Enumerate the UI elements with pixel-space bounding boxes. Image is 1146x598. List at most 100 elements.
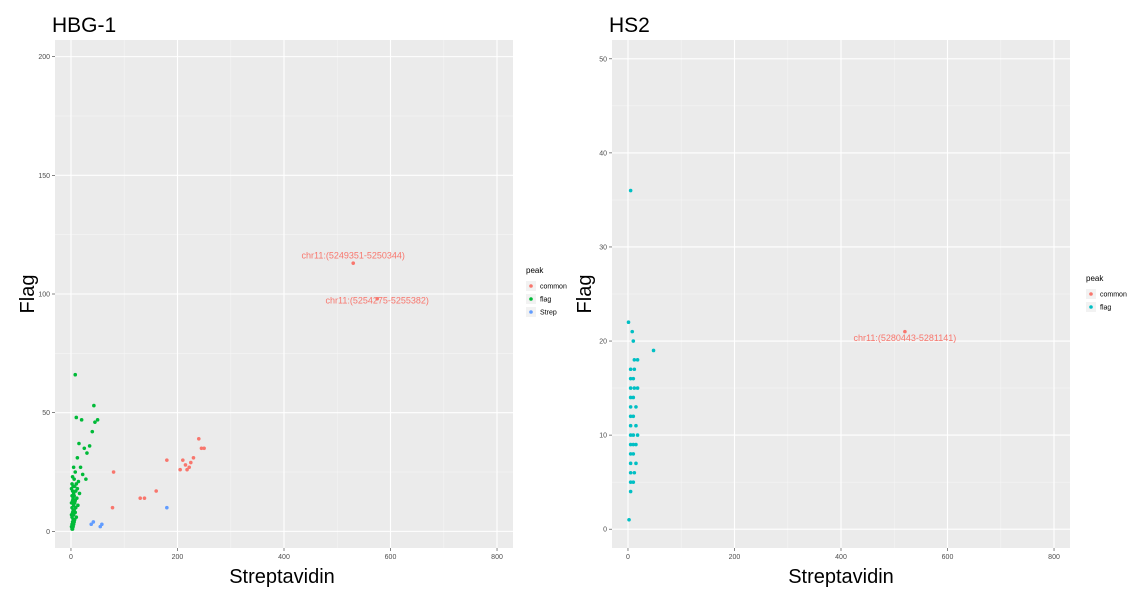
data-point-flag	[632, 470, 637, 475]
data-point-flag	[628, 423, 633, 428]
data-point-flag	[631, 442, 636, 447]
x-tick-label: 200	[729, 554, 741, 561]
legend-label: flag	[1100, 305, 1111, 312]
data-point-flag	[634, 405, 638, 409]
data-point-flag	[82, 446, 87, 451]
data-point-flag	[72, 477, 76, 481]
legend-label: flag	[540, 297, 551, 304]
data-point-flag	[69, 501, 74, 505]
data-point-flag	[73, 470, 78, 474]
data-point-flag	[634, 461, 638, 466]
legend-label: Strep	[540, 310, 557, 317]
point-annotation: chr11:(5254275-5255382)	[325, 295, 428, 305]
data-point-flag	[634, 423, 638, 428]
data-point-flag	[73, 489, 78, 493]
x-axis-title: Streptavidin	[788, 566, 894, 588]
y-axis-title: Flag	[17, 275, 39, 314]
data-point-strep	[89, 522, 94, 527]
data-point-common	[142, 496, 147, 500]
x-axis-title: Streptavidin	[229, 566, 335, 588]
legend-symbol-strep	[529, 310, 533, 314]
data-point-strep	[91, 520, 96, 524]
data-point-flag	[631, 376, 636, 381]
data-point-flag	[634, 442, 638, 447]
data-point-flag	[77, 491, 82, 496]
data-point-flag	[90, 429, 95, 434]
data-point-flag	[76, 503, 80, 508]
data-point-flag	[635, 358, 640, 362]
data-point-flag	[628, 188, 633, 193]
data-point-flag	[628, 386, 633, 390]
data-point-common	[189, 460, 193, 465]
data-point-flag	[78, 465, 83, 470]
legend-symbol-common	[529, 284, 533, 288]
data-point-flag	[628, 433, 633, 437]
data-point-flag	[631, 339, 636, 343]
data-point-flag	[631, 480, 636, 484]
data-point-flag	[631, 395, 636, 400]
point-annotation: chr11:(5249351-5250344)	[302, 250, 405, 260]
data-point-flag	[628, 480, 633, 484]
legend-title: peak	[1086, 274, 1104, 283]
y-tick-label: 20	[599, 339, 607, 346]
data-point-common	[138, 496, 143, 500]
data-point-strep	[100, 522, 104, 527]
x-tick-label: 600	[385, 554, 397, 561]
data-point-common	[903, 329, 907, 334]
data-point-flag	[632, 386, 637, 390]
data-point-flag	[631, 414, 636, 419]
data-point-flag	[651, 348, 656, 353]
data-point-common	[183, 463, 188, 467]
y-tick-label: 40	[599, 150, 607, 157]
data-point-flag	[628, 452, 633, 456]
legend-symbol-flag	[529, 297, 533, 301]
data-point-common	[178, 467, 182, 472]
data-point-flag	[93, 420, 97, 424]
data-point-flag	[635, 386, 640, 390]
x-tick-label: 200	[172, 554, 184, 561]
data-point-flag	[87, 444, 92, 448]
legend-label: common	[1100, 292, 1127, 299]
data-point-common	[199, 446, 204, 451]
data-point-common	[191, 455, 196, 460]
data-point-common	[202, 446, 206, 451]
panel-title: HBG-1	[52, 14, 116, 37]
y-axis-title: Flag	[574, 275, 596, 314]
data-point-flag	[631, 452, 636, 456]
y-tick-label: 150	[38, 173, 50, 180]
data-point-flag	[631, 433, 636, 437]
data-point-common	[165, 458, 169, 462]
data-point-common	[110, 505, 115, 510]
x-tick-label: 0	[626, 554, 630, 561]
data-point-strep	[165, 505, 169, 510]
data-point-flag	[628, 442, 633, 447]
data-point-flag	[85, 451, 89, 455]
y-tick-label: 50	[599, 56, 607, 63]
data-point-flag	[630, 329, 635, 334]
data-point-common	[154, 489, 158, 493]
y-tick-label: 200	[38, 54, 50, 61]
legend-symbol-common	[1089, 292, 1093, 296]
y-tick-label: 30	[599, 244, 607, 251]
data-point-flag	[95, 418, 100, 422]
panel-hs2: 0 200 400 600 800 0 10 20 30 40 50 chr11:(5280443-5…	[574, 14, 1127, 588]
data-point-flag	[628, 489, 633, 494]
x-tick-label: 800	[491, 554, 503, 561]
panel-title: HS2	[609, 14, 650, 37]
data-point-flag	[628, 405, 633, 409]
y-tick-label: 0	[603, 527, 607, 534]
data-point-flag	[76, 479, 81, 484]
data-point-flag	[628, 414, 633, 419]
data-point-flag	[92, 403, 96, 408]
x-tick-label: 400	[278, 554, 290, 561]
data-point-flag	[80, 472, 85, 477]
data-point-flag	[626, 320, 631, 325]
data-point-flag	[84, 477, 88, 481]
data-point-flag	[632, 367, 637, 372]
data-point-flag	[71, 465, 76, 470]
data-point-flag	[632, 358, 637, 362]
y-tick-label: 10	[599, 433, 607, 440]
data-point-common	[185, 467, 189, 472]
point-annotation: chr11:(5280443-5281141)	[854, 333, 957, 343]
